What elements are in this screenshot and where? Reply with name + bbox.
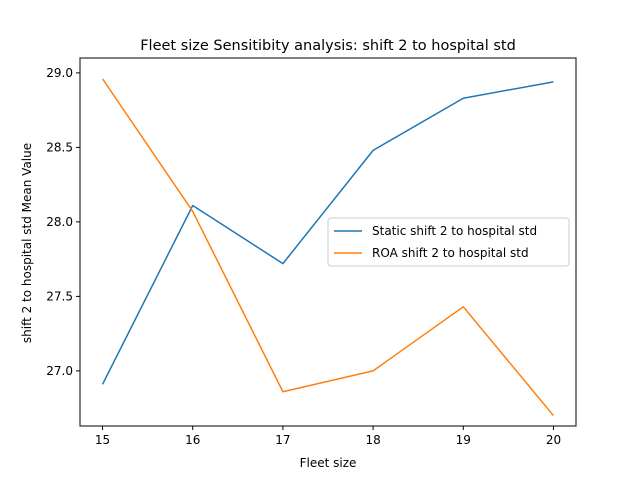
y-tick-label: 29.0 <box>46 66 73 80</box>
plot-frame <box>79 57 577 427</box>
chart-title: Fleet size Sensitibity analysis: shift 2… <box>140 38 516 54</box>
legend-box <box>327 217 570 267</box>
x-tick-label: 19 <box>456 433 471 447</box>
legend: Static shift 2 to hospital std ROA shift … <box>327 217 570 267</box>
x-tick-label: 20 <box>546 433 561 447</box>
series-line-1 <box>101 78 555 417</box>
x-tick-label: 16 <box>185 433 200 447</box>
x-tick-label: 17 <box>275 433 290 447</box>
plot-area: 15 16 17 18 19 20 27.0 27.5 28.0 28.5 29.0 <box>46 57 577 447</box>
y-tick-label: 27.0 <box>46 364 73 378</box>
series-line-0 <box>101 81 554 385</box>
y-tick-label: 28.5 <box>46 140 73 154</box>
x-tick-label: 18 <box>365 433 380 447</box>
x-tick-label: 15 <box>95 433 110 447</box>
y-axis-label: shift 2 to hospital std Mean Value <box>20 143 34 343</box>
y-tick-label: 28.0 <box>46 215 73 229</box>
legend-label-1: ROA shift 2 to hospital std <box>372 246 529 260</box>
y-tick-label: 27.5 <box>46 289 73 303</box>
legend-label-0: Static shift 2 to hospital std <box>372 224 537 238</box>
x-axis-label: Fleet size <box>300 456 357 470</box>
